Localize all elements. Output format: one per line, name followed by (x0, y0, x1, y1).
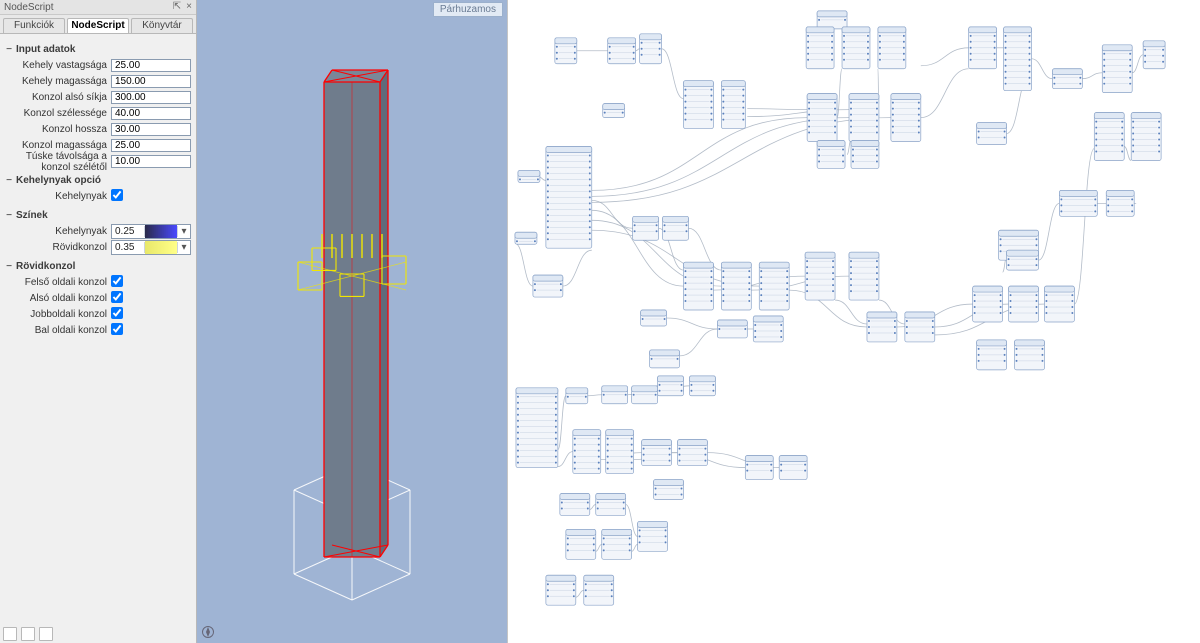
field-input-4[interactable] (111, 123, 191, 136)
field-label: Kehely magassága (5, 76, 111, 87)
panel-title: NodeScript (4, 2, 53, 13)
node-graph[interactable] (508, 0, 1200, 643)
graph-canvas[interactable] (508, 0, 1200, 643)
panel-footer-icons (3, 627, 53, 641)
panel-tabs: Funkciók NodeScript Könyvtár (0, 15, 196, 34)
check-0[interactable] (111, 189, 123, 201)
combo-value: 0.25 (112, 226, 145, 237)
footer-icon-1[interactable] (3, 627, 17, 641)
combo-value: 0.35 (112, 242, 145, 253)
close-icon[interactable]: × (184, 2, 194, 12)
field-input-1[interactable] (111, 75, 191, 88)
chevron-down-icon[interactable]: ▾ (177, 226, 190, 237)
field-label: Túske távolsága a konzol szélétől (5, 151, 111, 173)
konzol-check-3[interactable] (111, 323, 123, 335)
color-combo-0[interactable]: 0.25 ▾ (111, 224, 191, 239)
section-input-adatok[interactable]: − Input adatok (5, 44, 191, 55)
section-kehely-opcio[interactable]: − Kehelynyak opció (5, 175, 191, 186)
section-szinek[interactable]: − Színek (5, 210, 191, 221)
field-label: Konzol hossza (5, 124, 111, 135)
field-input-5[interactable] (111, 139, 191, 152)
color-swatch (145, 225, 177, 238)
properties-panel: NodeScript ⇱ × Funkciók NodeScript Könyv… (0, 0, 197, 643)
field-input-2[interactable] (111, 91, 191, 104)
collapse-icon[interactable]: − (5, 177, 13, 185)
collapse-icon[interactable]: − (5, 263, 13, 271)
field-input-0[interactable] (111, 59, 191, 72)
footer-icon-3[interactable] (39, 627, 53, 641)
field-label: Konzol szélessége (5, 108, 111, 119)
compass-icon[interactable] (201, 625, 215, 639)
konzol-check-1[interactable] (111, 291, 123, 303)
section-title: Kehelynyak opció (16, 175, 101, 186)
section-rovidkonzol[interactable]: − Rövidkonzol (5, 261, 191, 272)
combo-label: Kehelynyak (5, 226, 111, 237)
konzol-check-2[interactable] (111, 307, 123, 319)
check-label: Kehelynyak (5, 191, 111, 202)
color-combo-1[interactable]: 0.35 ▾ (111, 240, 191, 255)
app-root: NodeScript ⇱ × Funkciók NodeScript Könyv… (0, 0, 1200, 643)
section-title: Input adatok (16, 44, 75, 55)
color-swatch (145, 241, 177, 254)
footer-icon-2[interactable] (21, 627, 35, 641)
check-label: Alsó oldali konzol (5, 293, 111, 304)
viewport-3d[interactable]: Párhuzamos (197, 0, 508, 643)
pin-icon[interactable]: ⇱ (172, 2, 182, 12)
field-input-6[interactable] (111, 155, 191, 168)
viewport-canvas[interactable] (197, 0, 507, 643)
tab-funkciok[interactable]: Funkciók (3, 18, 65, 33)
check-label: Bal oldali konzol (5, 325, 111, 336)
panel-body: − Input adatok Kehely vastagsága Kehely m… (0, 34, 196, 643)
check-label: Felső oldali konzol (5, 277, 111, 288)
chevron-down-icon[interactable]: ▾ (177, 242, 190, 253)
section-title: Színek (16, 210, 48, 221)
tab-konyvtar[interactable]: Könyvtár (131, 18, 193, 33)
field-input-3[interactable] (111, 107, 191, 120)
collapse-icon[interactable]: − (5, 46, 13, 54)
combo-label: Rövidkonzol (5, 242, 111, 253)
section-title: Rövidkonzol (16, 261, 75, 272)
field-label: Kehely vastagsága (5, 60, 111, 71)
konzol-check-0[interactable] (111, 275, 123, 287)
field-label: Konzol alsó síkja (5, 92, 111, 103)
field-label: Konzol magassága (5, 140, 111, 151)
check-label: Jobboldali konzol (5, 309, 111, 320)
panel-titlebar: NodeScript ⇱ × (0, 0, 196, 15)
collapse-icon[interactable]: − (5, 212, 13, 220)
tab-nodescript[interactable]: NodeScript (67, 18, 129, 33)
